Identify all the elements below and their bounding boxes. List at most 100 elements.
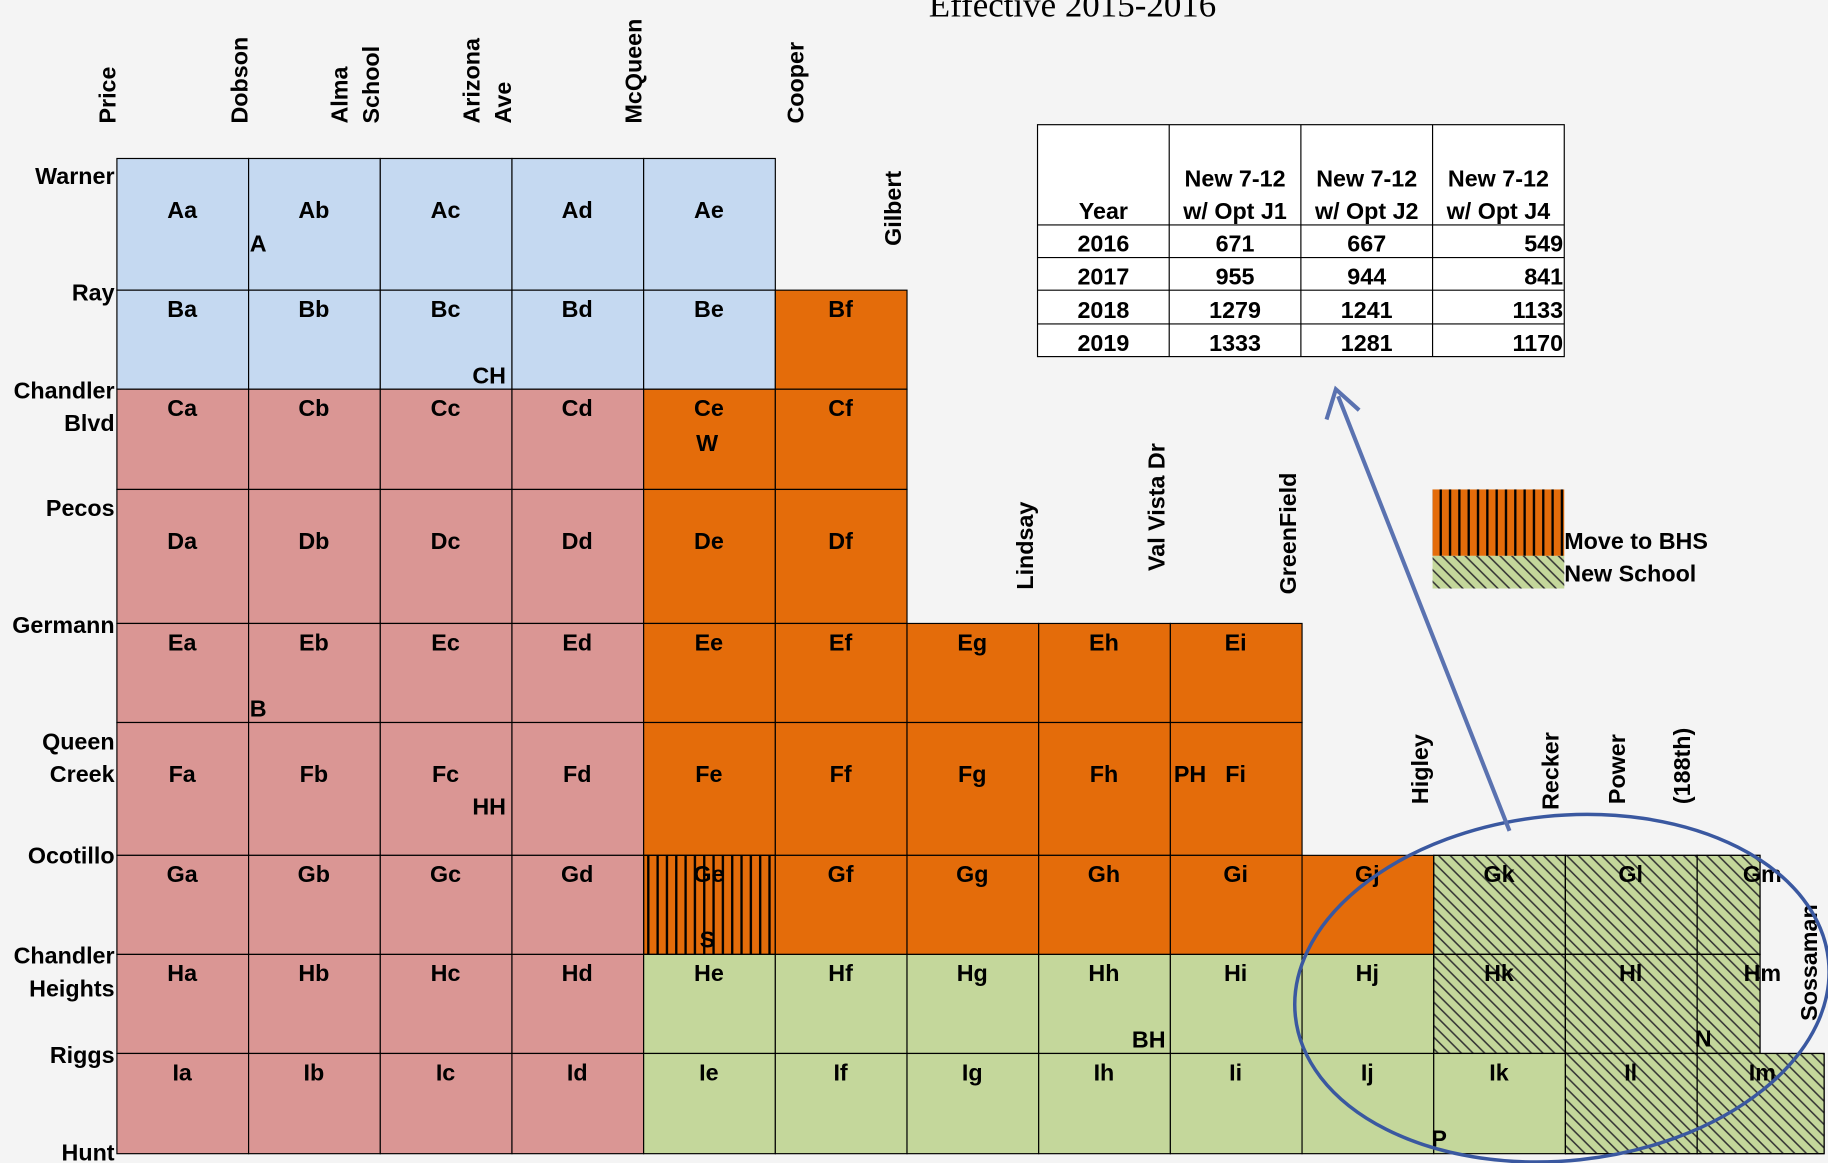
cell bbox=[248, 157, 381, 291]
cell bbox=[774, 488, 908, 625]
cell bbox=[248, 488, 381, 625]
street-label-line: Warner bbox=[35, 163, 114, 189]
cell-label: Ii bbox=[1229, 1059, 1242, 1085]
marker-label: BH bbox=[1132, 1027, 1166, 1053]
cell bbox=[116, 388, 250, 491]
cell bbox=[116, 157, 250, 291]
cell-label: Hc bbox=[431, 960, 461, 986]
map-title: Effective 2015-2016 bbox=[929, 0, 1217, 24]
table-cell: 944 bbox=[1347, 263, 1386, 289]
cell-label: Eg bbox=[957, 629, 987, 655]
street-label-line: Arizona bbox=[458, 37, 484, 123]
cell-label: Cc bbox=[431, 395, 461, 421]
cell bbox=[906, 854, 1040, 955]
street-label: Recker bbox=[1537, 732, 1563, 810]
street-label-line: Ave bbox=[490, 82, 516, 124]
cell bbox=[774, 721, 908, 856]
cell bbox=[116, 721, 250, 856]
cell-hatch bbox=[1564, 953, 1698, 1055]
street-label-line: Power bbox=[1604, 734, 1630, 804]
label-layer: A CH W B HH S BH N P PH Price Dobson Alma School Arizo… bbox=[12, 19, 1822, 1163]
street-label-line: Germann bbox=[12, 612, 114, 638]
street-label: Arizona Ave bbox=[458, 37, 515, 123]
street-label-line: Hunt bbox=[62, 1140, 115, 1163]
street-label-line: Higley bbox=[1407, 734, 1433, 804]
cell-label: Hd bbox=[562, 960, 593, 986]
cell bbox=[1301, 1052, 1435, 1155]
street-label-line: Riggs bbox=[50, 1042, 115, 1068]
cell-label: Hj bbox=[1356, 960, 1379, 986]
marker-label: CH bbox=[472, 362, 506, 388]
cell-label: He bbox=[694, 960, 724, 986]
cell bbox=[511, 289, 645, 390]
cell-label: Bb bbox=[298, 296, 329, 322]
street-label-line: GreenField bbox=[1275, 473, 1301, 595]
cell bbox=[906, 622, 1040, 724]
cell bbox=[248, 1052, 381, 1155]
cell bbox=[379, 1052, 513, 1155]
marker-label: P bbox=[1431, 1126, 1447, 1152]
cell-label: Gh bbox=[1088, 861, 1120, 887]
pointer-arrow bbox=[1336, 395, 1512, 832]
street-label: Warner bbox=[35, 163, 114, 189]
legend-label: New School bbox=[1564, 561, 1696, 587]
cell bbox=[511, 488, 645, 625]
cell-label: Fi bbox=[1225, 761, 1246, 787]
cell bbox=[774, 1052, 908, 1155]
cell bbox=[643, 289, 776, 390]
street-label: Germann bbox=[12, 612, 114, 638]
marker-label: S bbox=[700, 926, 716, 952]
table-cell: 667 bbox=[1347, 231, 1386, 257]
marker-label: PH bbox=[1174, 761, 1206, 787]
street-label: Power (188th) bbox=[1604, 728, 1695, 804]
cell-label: Cf bbox=[828, 395, 853, 421]
arrow-head bbox=[1324, 385, 1361, 421]
cell bbox=[643, 1052, 776, 1155]
legend-label: Move to BHS bbox=[1564, 528, 1708, 554]
street-label-line: Chandler bbox=[14, 943, 115, 969]
cell bbox=[643, 488, 776, 625]
street-label-line: Pecos bbox=[46, 495, 115, 521]
cell-label: Gl bbox=[1618, 861, 1643, 887]
cell bbox=[1038, 721, 1171, 856]
cell bbox=[643, 721, 776, 856]
marker-label: W bbox=[696, 430, 718, 456]
cell bbox=[379, 289, 513, 390]
cell bbox=[774, 388, 908, 491]
cell-label: Ef bbox=[829, 629, 853, 655]
table-cell: 1170 bbox=[1513, 330, 1564, 356]
street-label-line: Ray bbox=[72, 280, 115, 306]
cell-label: Ea bbox=[168, 629, 198, 655]
table-cell: 1133 bbox=[1513, 297, 1564, 323]
cell bbox=[379, 157, 513, 291]
cell bbox=[116, 488, 250, 625]
cell bbox=[379, 388, 513, 491]
cell bbox=[1169, 622, 1303, 724]
street-label-line: Cooper bbox=[782, 42, 808, 124]
street-label: Chandler Heights bbox=[14, 943, 115, 1002]
cell-label: Ik bbox=[1489, 1059, 1508, 1085]
cell bbox=[1169, 1052, 1303, 1155]
cell bbox=[116, 289, 250, 390]
cell bbox=[511, 854, 645, 955]
street-label-line: School bbox=[358, 46, 384, 124]
table-header: Year bbox=[1079, 198, 1128, 224]
street-label-line: Blvd bbox=[64, 410, 114, 436]
cell bbox=[116, 953, 250, 1055]
cell-label: Dc bbox=[431, 528, 461, 554]
legend-swatch-hatch bbox=[1432, 489, 1565, 556]
marker-label: N bbox=[1695, 1025, 1712, 1051]
cell-hatch bbox=[1433, 953, 1567, 1055]
highlight-ellipse bbox=[1293, 812, 1828, 1163]
cell bbox=[1038, 953, 1171, 1055]
cell-label: Gg bbox=[956, 861, 988, 887]
cell-hatch bbox=[1564, 854, 1698, 955]
cell-label: Gd bbox=[561, 861, 593, 887]
street-label: Dobson bbox=[226, 37, 252, 124]
cell-label: Bd bbox=[562, 296, 593, 322]
cell-label: Bf bbox=[828, 296, 853, 322]
cell-label: Hi bbox=[1224, 960, 1247, 986]
table-cell: 841 bbox=[1524, 263, 1563, 289]
street-label: Lindsay bbox=[1012, 502, 1038, 590]
